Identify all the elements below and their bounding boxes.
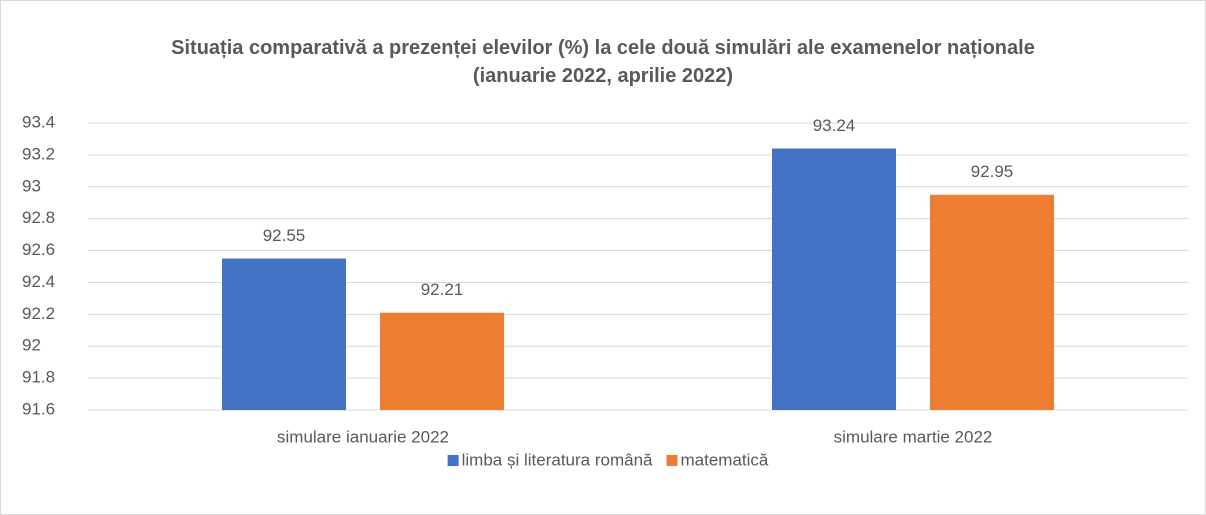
y-tick-label: 93 [22, 176, 41, 195]
bar [222, 258, 346, 410]
legend-label: matematică [680, 450, 768, 469]
y-tick-label: 91.8 [22, 368, 55, 387]
bar [380, 312, 504, 410]
legend-swatch [666, 455, 678, 466]
y-tick-label: 92 [22, 336, 41, 355]
data-label: 92.55 [263, 226, 306, 245]
legend-item: limba și literatura română [447, 450, 653, 469]
bar [930, 194, 1054, 410]
x-tick-label: simulare ianuarie 2022 [277, 427, 449, 446]
y-tick-label: 92.4 [22, 272, 55, 291]
x-tick-label: simulare martie 2022 [834, 427, 993, 446]
data-label: 92.95 [971, 162, 1014, 181]
bar [772, 148, 896, 410]
y-tick-label: 92.8 [22, 208, 55, 227]
y-tick-label: 91.6 [22, 399, 55, 418]
data-label: 92.21 [421, 280, 464, 299]
legend-label: limba și literatura română [462, 450, 653, 469]
y-tick-label: 92.6 [22, 240, 55, 259]
legend-item: matematică [666, 450, 769, 469]
y-tick-label: 93.4 [22, 112, 55, 131]
legend-swatch [447, 455, 459, 466]
chart-title: Situația comparativă a prezenței elevilo… [171, 37, 1035, 87]
y-tick-label: 92.2 [22, 304, 55, 323]
y-tick-label: 93.2 [22, 144, 55, 163]
data-label: 93.24 [813, 116, 856, 135]
